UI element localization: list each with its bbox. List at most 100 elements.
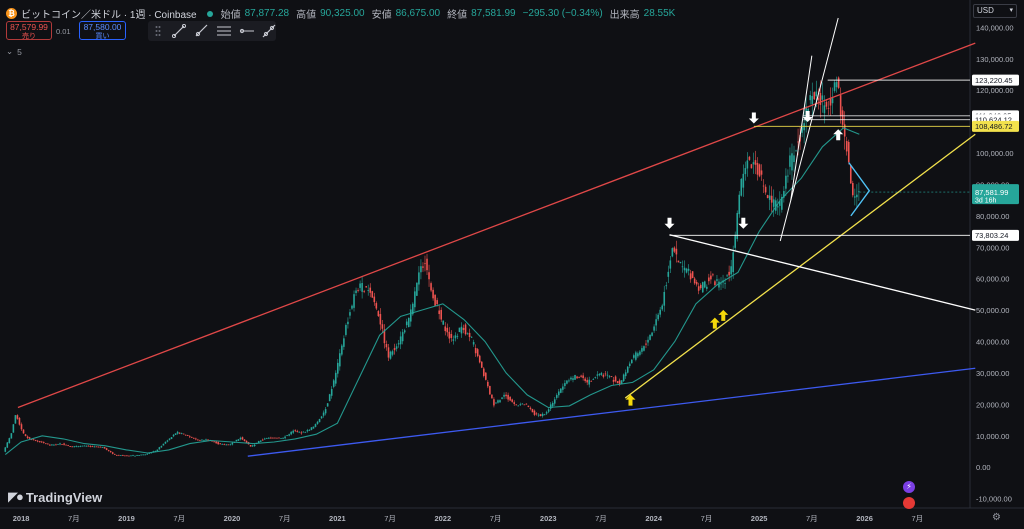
candle-body (322, 412, 325, 416)
candle-body (272, 437, 274, 439)
candle-body (53, 444, 55, 446)
ohlc-label-volume: 出来高 (609, 10, 640, 21)
ohlc-volume: 28.55K (643, 8, 676, 19)
drag-handle-icon[interactable] (152, 24, 164, 38)
candle-body (349, 312, 351, 316)
x-tick-label: 2024 (645, 514, 663, 523)
extended-line-icon[interactable] (262, 24, 276, 38)
candle-body (168, 438, 171, 440)
candle-body (416, 282, 418, 296)
candle-body (229, 444, 232, 446)
candle-body (257, 441, 260, 444)
x-tick-label: 7月 (701, 514, 713, 523)
candle-body (109, 451, 112, 453)
candle-body (268, 437, 270, 439)
candle-body (517, 405, 520, 407)
candle-body (87, 445, 90, 447)
candle-body (351, 305, 353, 309)
gear-icon[interactable]: ⚙ (992, 512, 1001, 523)
candle-body (507, 394, 509, 400)
flag-event-icon[interactable] (903, 497, 915, 509)
candle-body (770, 195, 773, 203)
candle-body (582, 375, 584, 379)
candle-body (732, 252, 734, 273)
candle-body (626, 366, 629, 373)
candle-body (164, 441, 167, 444)
candle-body (26, 436, 29, 438)
candle-body (223, 444, 226, 446)
horizontal-ray-icon[interactable] (239, 24, 254, 38)
candle-body (97, 446, 100, 448)
ray-icon[interactable] (194, 24, 208, 38)
candle-body (821, 95, 824, 100)
candle-body (379, 314, 382, 325)
candle-body (81, 445, 84, 447)
candle-body (4, 447, 7, 452)
chevron-down-icon: ⌄ (6, 46, 14, 56)
candle-body (118, 454, 120, 456)
y-tick-label: -10,000.00 (976, 495, 1012, 504)
candle-body (641, 348, 643, 352)
candle-body (760, 170, 763, 175)
sell-price: 87,579.99 (10, 22, 48, 32)
candle-body (622, 374, 625, 382)
candle-body (442, 320, 445, 325)
buy-button[interactable]: 87,580.00 買い (79, 21, 126, 40)
flash-event-icon[interactable]: ⚡ (903, 481, 915, 493)
moving-average-line (4, 127, 860, 456)
y-tick-label: 60,000.00 (976, 275, 1009, 284)
candle-body (83, 445, 86, 447)
currency-select[interactable]: USD ▾ (973, 4, 1017, 18)
candle-body (612, 379, 615, 382)
candle-body (302, 431, 305, 433)
parallel-channel-icon[interactable] (216, 24, 231, 38)
candle-body (839, 95, 842, 117)
trendline-lower (247, 367, 976, 457)
arrow-down-icon (802, 110, 813, 122)
candle-body (420, 266, 422, 273)
candle-body (499, 400, 501, 403)
candle-body (89, 446, 92, 447)
candle-body (643, 346, 645, 351)
trendline-upper (17, 42, 976, 409)
trend-line-icon[interactable] (172, 24, 186, 38)
candle-body (527, 405, 530, 407)
x-tick-label: 7月 (384, 514, 396, 523)
ohlc-change: −295.30 (−0.34%) (522, 8, 603, 19)
y-tick-label: 100,000.00 (976, 149, 1014, 158)
indicator-toggle[interactable]: ⌄ 5 (6, 46, 22, 57)
candle-body (221, 443, 224, 445)
candle-body (734, 234, 737, 248)
candle-body (65, 444, 67, 446)
candle-body (614, 376, 617, 382)
candle-body (401, 332, 404, 342)
candle-body (91, 446, 94, 448)
candle-body (328, 394, 331, 402)
candle-body (426, 258, 428, 271)
candle-body (833, 82, 836, 91)
candle-body (424, 263, 426, 265)
candle-body (466, 333, 469, 335)
symbol-title[interactable]: ビットコイン／米ドル · 1週 · Coinbase (21, 10, 197, 21)
candle-body (519, 404, 522, 406)
candle-body (8, 438, 11, 444)
candle-body (270, 437, 272, 439)
candle-body (122, 455, 124, 456)
candle-body (485, 372, 487, 380)
x-tick-label: 7月 (68, 514, 80, 523)
candle-body (215, 441, 217, 444)
candle-body (515, 404, 518, 406)
candle-body (20, 424, 23, 430)
candle-body (34, 440, 37, 442)
candle-body (858, 191, 860, 193)
candle-body (261, 439, 264, 441)
candle-body (59, 443, 61, 445)
candle-body (266, 438, 268, 439)
sell-button[interactable]: 87,579.99 売り (6, 21, 52, 40)
candle-body (791, 153, 793, 171)
candle-body (683, 267, 686, 271)
candle-body (298, 431, 301, 433)
y-tick-label: 130,000.00 (976, 55, 1014, 64)
candle-body (703, 281, 706, 288)
